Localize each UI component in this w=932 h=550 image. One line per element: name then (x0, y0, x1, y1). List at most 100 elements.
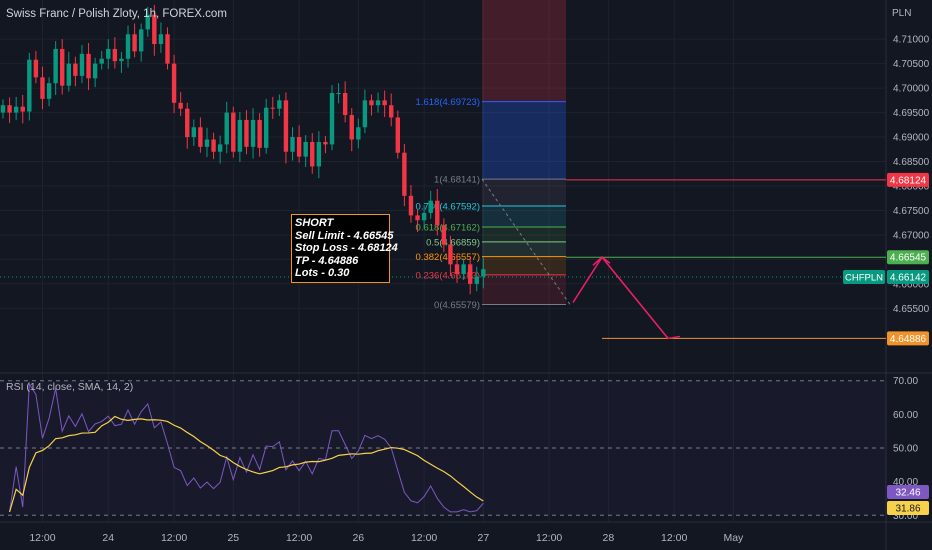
trade-take-profit: TP - 4.64886 (295, 254, 359, 267)
candle (165, 27, 170, 70)
candle (448, 235, 453, 277)
time-tick-label: 24 (102, 532, 114, 544)
candle (224, 101, 229, 154)
projection-path (572, 255, 669, 339)
candle (119, 51, 124, 73)
chart-title: Swiss Franc / Polish Zloty, 1h, FOREX.co… (6, 8, 227, 20)
time-tick-label: 12:00 (29, 532, 55, 544)
candle (211, 132, 216, 160)
price-axis: 4.655004.660004.665004.670004.675004.680… (843, 35, 930, 346)
candle (467, 256, 473, 295)
candle (323, 136, 328, 154)
candle (132, 23, 137, 58)
candle (402, 143, 407, 207)
candle (125, 25, 131, 68)
currency-label: PLN (892, 8, 912, 19)
candle (382, 90, 387, 117)
time-tick-label: 12:00 (286, 532, 312, 544)
candle (356, 118, 361, 149)
candle (231, 106, 236, 158)
fib-label: 0.236(4.66183) (416, 270, 480, 281)
candle (27, 52, 32, 121)
overlays (0, 179, 886, 340)
sell-limit-line-tag-bg (887, 250, 929, 265)
candle (46, 77, 52, 107)
fib-band (482, 179, 566, 206)
candle (454, 253, 460, 283)
candle (198, 117, 203, 153)
extension-zone (482, 101, 566, 180)
time-tick-label: 27 (477, 532, 489, 544)
take-profit-line-tag: 4.64886 (890, 334, 927, 345)
time-tick-label: 12:00 (536, 532, 562, 544)
candle (53, 41, 58, 95)
candle (73, 56, 78, 87)
candle (461, 258, 466, 280)
candle (33, 50, 39, 84)
candle (106, 39, 111, 70)
candle (40, 66, 45, 110)
rsi-label: RSI (14, close, SMA, 14, 2) (6, 381, 134, 393)
trade-sell-limit: Sell Limit - 4.66545 (295, 229, 394, 242)
price-tick-label: 4.66000 (893, 279, 930, 290)
fib-band (482, 205, 566, 228)
candle (310, 133, 315, 174)
price-tick-label: 4.68000 (893, 182, 930, 193)
candle (342, 81, 348, 123)
time-tick-label: 28 (603, 532, 615, 544)
candle (336, 83, 341, 104)
candle (191, 119, 197, 146)
candle (204, 127, 210, 158)
candle (60, 39, 65, 95)
candle (435, 188, 440, 236)
candle (66, 51, 71, 92)
fib-band (482, 256, 566, 275)
time-tick-label: 25 (227, 532, 239, 544)
candle (178, 92, 183, 117)
price-tick-label: 4.69500 (893, 108, 930, 119)
candle (408, 185, 414, 223)
candle (244, 110, 249, 155)
fib-trendline (481, 178, 571, 305)
candle (329, 85, 335, 151)
candle (362, 89, 368, 134)
fib-label: 0.382(4.66557) (416, 252, 480, 263)
price-tick-label: 4.69000 (893, 133, 930, 144)
rsi-tick-label: 40.00 (893, 477, 918, 488)
candle (145, 6, 150, 37)
rsi-pane: 30.00 40.00 50.00 60.00 70.00 32.46 31.86 (0, 376, 929, 522)
candle (415, 209, 420, 233)
time-tick-label: May (723, 532, 744, 544)
price-tick-label: 4.68500 (893, 157, 930, 168)
fib-band (482, 241, 566, 257)
candle (395, 110, 400, 159)
candles (0, 4, 486, 295)
stop-loss-line-tag-bg (887, 172, 929, 187)
fib-label: 0.618(4.67162) (416, 223, 480, 234)
candle (250, 108, 256, 159)
price-tick-label: 4.67500 (893, 206, 930, 217)
rsi-last-tag: 32.46 (895, 488, 920, 499)
projection-target-tick (666, 335, 681, 340)
sell-limit-line-tag: 4.66545 (890, 253, 927, 264)
candle (369, 94, 374, 116)
trade-note[interactable]: SHORT Sell Limit - 4.66545 Stop Loss - 4… (291, 214, 398, 283)
candle (389, 93, 394, 127)
candle (283, 92, 289, 164)
candle (316, 131, 322, 179)
candle (237, 112, 243, 163)
candle (277, 94, 282, 117)
candle (152, 4, 157, 56)
rsi-tick-label: 60.00 (893, 410, 918, 421)
candle (112, 37, 118, 69)
candle (421, 205, 427, 230)
time-tick-label: 26 (352, 532, 364, 544)
fib-label: 0(4.65579) (434, 300, 480, 311)
rsi-sma-last-tag: 31.86 (895, 504, 920, 515)
candle (257, 113, 262, 157)
candle (428, 190, 433, 219)
price-tick-label: 4.70000 (893, 84, 930, 95)
time-tick-label: 12:00 (161, 532, 187, 544)
trade-lots: Lots - 0.30 (295, 267, 350, 279)
